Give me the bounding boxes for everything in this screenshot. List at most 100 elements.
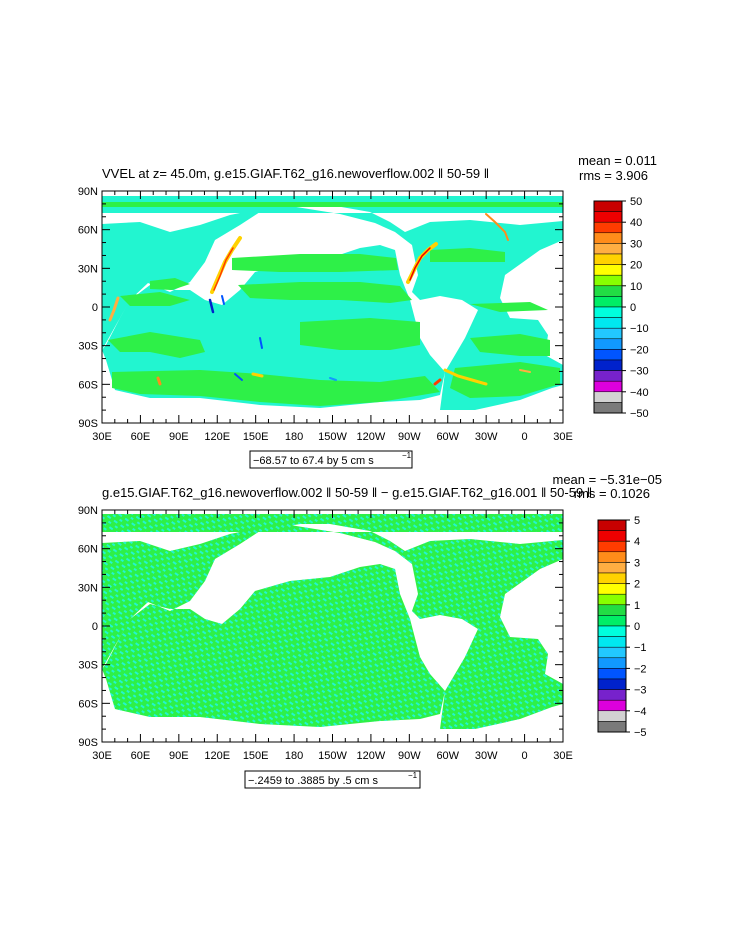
panel-2-range-exponent: −1 — [408, 771, 418, 780]
y-tick-label: 30N — [78, 582, 98, 594]
y-tick-label: 90S — [78, 418, 98, 430]
colorbar-swatch — [593, 285, 623, 297]
panel-1-band-south — [108, 318, 560, 406]
panel-2-rms: rms = 0.1026 — [574, 486, 650, 501]
colorbar-label: 50 — [630, 196, 642, 208]
colorbar-swatch — [593, 296, 623, 308]
colorbar-label: 40 — [630, 217, 642, 229]
x-tick-label: 30E — [553, 750, 573, 762]
y-tick-label: 60N — [78, 544, 98, 556]
colorbar-swatch — [593, 391, 623, 403]
panel-1-axes: 30E 60E 90E 120E 150E 180 150W 120W 90W 60W 30W 0 30… — [78, 186, 573, 443]
panel-1-band-equator — [120, 282, 548, 312]
colorbar-swatch — [597, 540, 627, 553]
x-tick-label: 30E — [92, 431, 112, 443]
colorbar-swatch — [593, 253, 623, 265]
x-tick-label: 150E — [243, 431, 269, 443]
colorbar-swatch — [593, 359, 623, 371]
x-tick-label: 0 — [522, 431, 528, 443]
x-tick-label: 90W — [398, 431, 421, 443]
colorbar-swatch — [597, 678, 627, 690]
x-tick-label: 180 — [285, 431, 303, 443]
panel-2-map — [102, 510, 563, 742]
colorbar-label: −4 — [634, 706, 647, 718]
panel-2-speckle — [102, 514, 563, 729]
colorbar-swatch — [593, 211, 623, 223]
panel-1-title: VVEL at z= 45.0m, g.e15.GIAF.T62_g16.new… — [102, 166, 489, 181]
x-tick-label: 120W — [357, 750, 386, 762]
x-tick-label: 120E — [204, 431, 230, 443]
x-tick-label: 180 — [285, 750, 303, 762]
x-tick-label: 150E — [243, 750, 269, 762]
colorbar-label: −5 — [634, 727, 647, 739]
colorbar-label: 0 — [630, 302, 636, 314]
x-tick-label: 30E — [92, 750, 112, 762]
colorbar-swatch — [597, 615, 627, 627]
panel-2-range-label: −.2459 to .3885 by .5 cm s — [248, 775, 378, 787]
x-tick-label: 150W — [318, 750, 347, 762]
y-tick-label: 90S — [78, 737, 98, 749]
colorbar-swatch — [593, 402, 623, 414]
panel-2-axes: 30E 60E 90E 120E 150E 180 150W 120W 90W 60W 30W 0 30… — [78, 505, 573, 762]
y-tick-label: 90N — [78, 186, 98, 198]
x-tick-label: 90E — [169, 750, 189, 762]
colorbar-label: 5 — [634, 515, 640, 527]
colorbar-label: −2 — [634, 663, 647, 675]
panel-2-mean: mean = −5.31e−05 — [552, 472, 662, 487]
x-tick-label: 120W — [357, 431, 386, 443]
colorbar-label: 2 — [634, 579, 640, 591]
x-tick-label: 60W — [436, 750, 459, 762]
colorbar-swatch — [597, 530, 627, 542]
colorbar-label: 0 — [634, 621, 640, 633]
colorbar-swatch — [593, 317, 623, 329]
colorbar-swatch — [593, 264, 623, 276]
colorbar-label: 10 — [630, 281, 642, 293]
y-tick-label: 0 — [92, 621, 98, 633]
colorbar-swatch — [597, 551, 627, 563]
y-tick-label: 30N — [78, 263, 98, 275]
x-tick-label: 120E — [204, 750, 230, 762]
y-tick-label: 0 — [92, 302, 98, 314]
y-tick-label: 60S — [78, 379, 98, 391]
colorbar-swatch — [593, 200, 623, 212]
colorbar-swatch — [593, 221, 623, 234]
colorbar-label: 20 — [630, 260, 642, 272]
colorbar-label: −10 — [630, 323, 649, 335]
panel-2-title: g.e15.GIAF.T62_g16.newoverflow.002 ‖ 50-… — [102, 485, 592, 500]
colorbar-swatch — [593, 232, 623, 244]
colorbar-swatch — [597, 604, 627, 616]
x-tick-label: 60E — [131, 750, 151, 762]
colorbar-swatch — [597, 721, 627, 733]
y-tick-label: 90N — [78, 505, 98, 517]
panel-2: g.e15.GIAF.T62_g16.newoverflow.002 ‖ 50-… — [78, 472, 662, 789]
colorbar-label: 4 — [634, 536, 640, 548]
panel-1: VVEL at z= 45.0m, g.e15.GIAF.T62_g16.new… — [78, 153, 657, 469]
colorbar-swatch — [597, 646, 627, 659]
panel-1-colorbar: 50 40 30 20 10 0 −10 −20 −30 −40 −50 — [593, 196, 649, 420]
colorbar-swatch — [597, 583, 627, 595]
panel-2-colorbar: 5 4 3 2 1 0 −1 −2 −3 −4 −5 — [597, 515, 647, 739]
colorbar-label: −50 — [630, 408, 649, 420]
colorbar-swatch — [593, 243, 623, 255]
panel-1-rms: rms = 3.906 — [579, 168, 648, 183]
colorbar-swatch — [597, 593, 627, 606]
panel-2-range-box: −.2459 to .3885 by .5 cm s −1 — [244, 770, 421, 789]
panel-1-mean: mean = 0.011 — [578, 153, 657, 168]
y-tick-label: 60S — [78, 698, 98, 710]
colorbar-label: 3 — [634, 557, 640, 569]
colorbar-label: −20 — [630, 344, 649, 356]
panel-1-map — [102, 191, 563, 423]
colorbar-label: −3 — [634, 685, 647, 697]
colorbar-swatch — [593, 327, 623, 340]
x-tick-label: 0 — [522, 750, 528, 762]
colorbar-label: −1 — [634, 642, 647, 654]
x-tick-label: 90W — [398, 750, 421, 762]
colorbar-swatch — [593, 274, 623, 287]
colorbar-swatch — [597, 657, 627, 669]
colorbar-label: 1 — [634, 600, 640, 612]
panel-1-range-label: −68.57 to 67.4 by 5 cm s — [253, 455, 374, 467]
colorbar-label: −40 — [630, 387, 649, 399]
x-tick-label: 90E — [169, 431, 189, 443]
colorbar-swatch — [597, 636, 627, 648]
